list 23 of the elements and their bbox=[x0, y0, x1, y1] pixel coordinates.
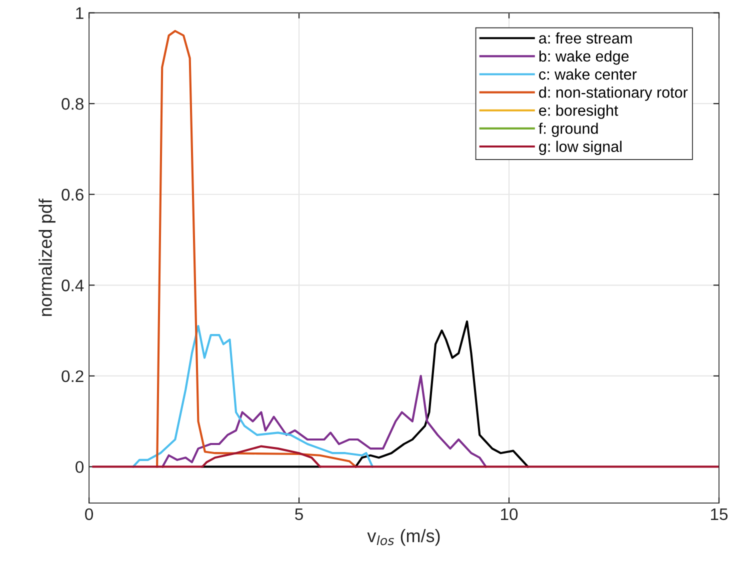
y-tick-label: 0 bbox=[76, 461, 84, 473]
x-tick-label: 15 bbox=[711, 508, 728, 520]
legend-label: e: boresight bbox=[539, 104, 618, 119]
y-tick-label: 0.4 bbox=[62, 280, 84, 292]
x-tick-label: 0 bbox=[85, 508, 94, 520]
y-tick-label: 0.8 bbox=[62, 98, 84, 110]
y-tick-label: 0.6 bbox=[62, 188, 84, 201]
y-tick-label: 1 bbox=[76, 7, 84, 19]
legend-label: f: ground bbox=[538, 122, 598, 137]
legend-label: g: low signal bbox=[539, 140, 622, 156]
legend-label: c: wake center bbox=[539, 68, 637, 80]
legend-label: b: wake edge bbox=[539, 50, 629, 65]
legend-label: a: free stream bbox=[539, 32, 632, 44]
x-tick-label: 10 bbox=[501, 508, 518, 520]
x-axis-title: v$_{los}$ (m/s) bbox=[367, 528, 440, 546]
line-series bbox=[161, 374, 487, 468]
line-series bbox=[156, 30, 357, 468]
y-tick-label: 0.2 bbox=[62, 370, 84, 382]
x-tick-label: 5 bbox=[295, 508, 303, 520]
legend-label: d: non-stationary rotor bbox=[539, 86, 688, 101]
y-axis-title: normalized pdf bbox=[38, 198, 56, 316]
line-series bbox=[132, 324, 374, 468]
line-series bbox=[92, 445, 719, 468]
